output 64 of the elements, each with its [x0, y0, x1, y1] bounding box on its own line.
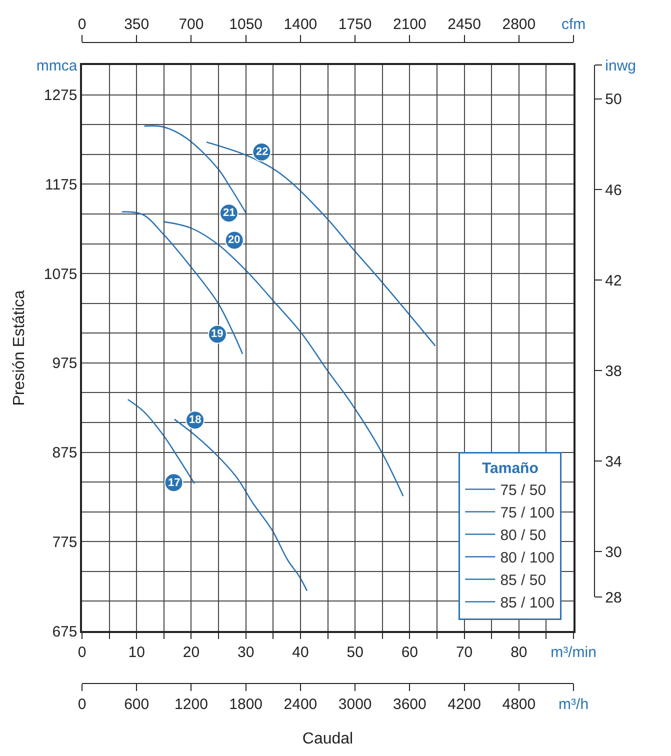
y-tick-label: mmca: [36, 57, 78, 74]
annotation: 20: [228, 234, 240, 246]
x2-tick-label: 350: [124, 16, 150, 33]
x-tick-label: 10: [128, 644, 145, 661]
legend-label: 75 / 50: [500, 482, 546, 500]
x-tick-label: 40: [292, 644, 309, 661]
x2-tick-label: 2100: [392, 16, 426, 33]
legend-label: 80 / 50: [500, 527, 546, 544]
y-tick-label: 775: [52, 534, 78, 551]
y2-tick-label: 30: [605, 544, 622, 561]
x-tick-label: 0: [78, 644, 86, 661]
x-axis-title: Caudal: [302, 730, 354, 748]
legend-title: Tamaño: [482, 460, 538, 477]
y-axis-title: Presión Estática: [10, 290, 28, 406]
text: 3000: [338, 696, 372, 713]
y2-tick-label: inwg: [605, 57, 636, 74]
legend-label: 75 / 100: [500, 504, 554, 522]
x2-tick-label: 2800: [502, 16, 536, 33]
y-tick-label: 1275: [44, 87, 78, 104]
y2-tick-label: 42: [605, 272, 622, 290]
x-tick-label: 70: [456, 644, 473, 661]
text: 600: [124, 696, 150, 713]
y2-tick-label: 34: [605, 453, 622, 470]
y-tick-label: 875: [52, 444, 78, 462]
text: 4800: [502, 696, 536, 713]
text: 3600: [392, 696, 426, 713]
legend-label: 80 / 100: [500, 550, 554, 567]
y-tick-label: 675: [52, 623, 78, 640]
x2-tick-label: 2450: [448, 16, 481, 33]
x2-tick-label: cfm: [561, 16, 586, 33]
x2-tick-label: 1750: [338, 16, 372, 33]
text: 0: [78, 696, 86, 713]
y2-tick-label: 38: [605, 362, 622, 380]
legend-label: 85 / 50: [500, 572, 546, 590]
y2-tick-label: 46: [605, 182, 622, 199]
line-series: [162, 221, 404, 497]
text: 1800: [229, 696, 263, 713]
x-tick-label: 20: [182, 644, 200, 661]
text: 4200: [448, 696, 481, 713]
legend-label: 85 / 100: [500, 594, 554, 612]
text: 1200: [174, 696, 208, 713]
text: m³/h: [558, 696, 589, 713]
y2-tick-label: 50: [605, 91, 622, 108]
line-series: [144, 125, 248, 216]
annotation: 19: [211, 328, 224, 340]
x2-tick-label: 700: [178, 16, 204, 33]
y-tick-label: 1175: [44, 176, 78, 194]
y-tick-label: 1075: [44, 266, 78, 283]
x-tick-label: 80: [510, 644, 528, 661]
y2-tick-label: 28: [605, 589, 622, 606]
line-series: [206, 141, 436, 347]
x2-tick-label: 0: [78, 16, 86, 33]
x-tick-label: 30: [237, 644, 254, 661]
x-tick-label: 60: [401, 644, 418, 661]
annotation: 17: [168, 477, 180, 489]
annotation: 22: [256, 146, 268, 158]
x2-tick-label: 1400: [284, 16, 318, 33]
text: 2400: [284, 696, 318, 713]
annotation: 21: [223, 207, 236, 219]
x-tick-label: m³/min: [550, 644, 596, 661]
annotation: 18: [189, 414, 202, 426]
x-tick-label: 50: [346, 644, 364, 661]
y-tick-label: 975: [52, 355, 78, 372]
x2-tick-label: 1050: [229, 16, 263, 33]
